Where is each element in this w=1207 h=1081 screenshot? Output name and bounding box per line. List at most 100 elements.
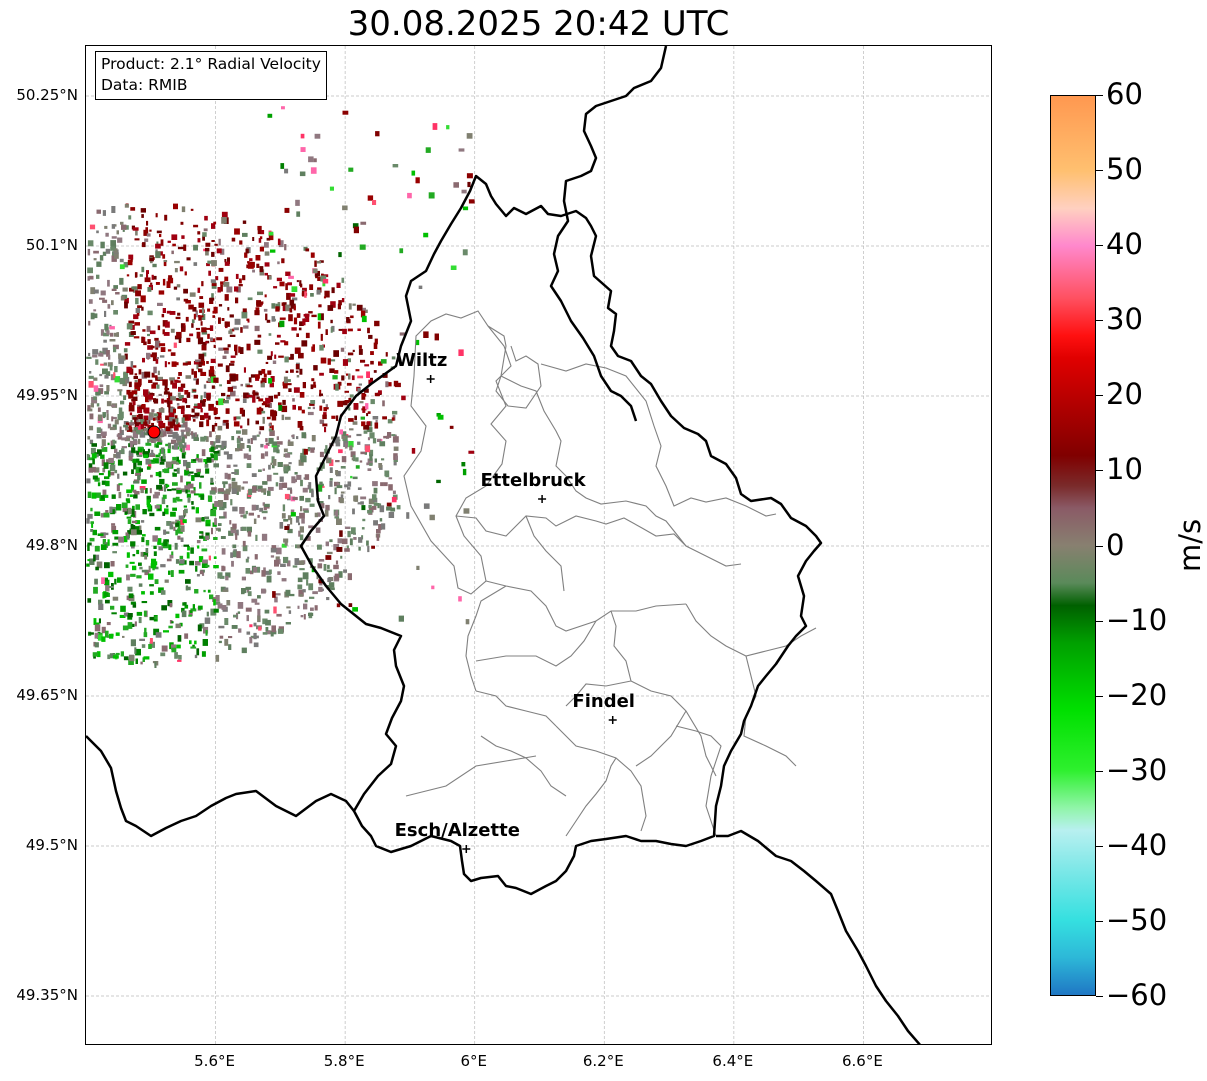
radar-echo-cell — [335, 383, 339, 391]
radar-echo-cell — [276, 449, 280, 454]
city-marker[interactable] — [426, 375, 435, 383]
radar-echo-cell — [119, 378, 125, 385]
radar-echo-cell — [167, 489, 172, 492]
radar-echo-cell — [253, 635, 259, 639]
radar-echo-cell — [104, 225, 108, 229]
radar-echo-cell — [273, 445, 279, 453]
radar-echo-cell — [273, 472, 279, 475]
radar-echo-cell — [114, 376, 121, 383]
radar-echo-cell — [210, 509, 217, 517]
radar-echo-cell — [158, 408, 165, 413]
radar-echo-cell — [346, 382, 352, 386]
radar-echo-cell — [252, 269, 255, 273]
radar-echo-cell — [318, 579, 324, 584]
radar-echo-cell — [254, 339, 261, 345]
radar-echo-cell — [181, 326, 186, 332]
radar-echo-cell — [268, 333, 272, 336]
radar-echo-cell — [233, 327, 239, 331]
radar-echo-cell — [308, 156, 314, 163]
radar-echo-cell — [152, 535, 158, 542]
radar-echo-cell — [194, 432, 197, 437]
radar-echo-cell — [87, 405, 91, 410]
radar-echo-cell — [336, 482, 340, 487]
radar-echo-cell — [291, 434, 295, 438]
radar-echo-cell — [242, 275, 246, 281]
radar-echo-cell — [257, 291, 263, 296]
city-marker[interactable] — [608, 716, 617, 724]
radar-echo-cell — [347, 358, 351, 363]
radar-echo-cell — [167, 448, 171, 454]
radar-echo-cell — [131, 365, 137, 368]
radar-echo-cell — [203, 391, 207, 398]
radar-echo-cell — [87, 542, 92, 546]
radar-echo-cell — [189, 292, 196, 297]
radar-echo-cell — [172, 431, 178, 439]
radar-echo-cell — [266, 319, 271, 323]
radar-echo-cell — [372, 416, 379, 420]
radar-echo-cell — [169, 522, 173, 528]
radar-echo-cell — [388, 477, 393, 480]
radar-echo-cell — [224, 400, 229, 404]
colorbar — [1050, 95, 1096, 996]
radar-echo-cell — [192, 307, 197, 312]
radar-echo-cell — [201, 330, 208, 335]
radar-echo-cell — [170, 407, 175, 414]
radar-echo-cell — [160, 440, 163, 443]
radar-echo-cell — [221, 548, 226, 555]
radar-echo-cell — [104, 391, 109, 395]
radar-echo-cell — [171, 644, 177, 650]
radar-echo-cell — [185, 444, 190, 451]
radar-echo-cell — [411, 448, 416, 454]
radar-echo-cell — [108, 586, 114, 588]
radar-echo-cell — [208, 415, 211, 420]
district-boundary — [743, 655, 797, 767]
radar-echo-cell — [103, 592, 109, 597]
lat-tick-label: 49.35°N — [16, 986, 78, 1004]
radar-echo-cell — [161, 645, 168, 652]
radar-echo-cell — [176, 297, 180, 301]
radar-echo-cell — [141, 242, 144, 247]
radar-echo-cell — [171, 621, 174, 624]
radar-echo-cell — [130, 484, 135, 492]
radar-echo-cell — [366, 427, 373, 433]
radar-echo-cell — [461, 462, 466, 467]
radar-echo-cell — [348, 397, 352, 403]
radar-echo-cell — [359, 401, 364, 404]
radar-echo-cell — [177, 246, 184, 250]
radar-echo-cell — [221, 392, 226, 397]
radar-echo-cell — [387, 419, 393, 424]
radar-echo-cell — [123, 395, 127, 400]
radar-echo-cell — [257, 229, 261, 235]
radar-echo-cell — [91, 397, 98, 404]
radar-echo-cell — [163, 332, 170, 336]
radar-echo-cell — [319, 503, 325, 509]
radar-echo-cell — [249, 624, 253, 628]
radar-echo-cell — [143, 632, 148, 638]
radar-echo-cell — [291, 327, 297, 331]
radar-echo-cell — [297, 584, 303, 590]
radar-echo-cell — [247, 262, 254, 269]
radar-echo-cell — [247, 556, 250, 559]
radar-echo-cell — [195, 565, 198, 572]
radar-echo-cell — [253, 518, 257, 524]
map-area[interactable] — [85, 45, 992, 1045]
radar-echo-cell — [176, 456, 179, 462]
national-borders — [86, 46, 921, 1044]
radar-echo-cell — [329, 478, 333, 481]
radar-echo-cell — [284, 341, 289, 346]
radar-echo-cell — [127, 519, 132, 524]
radar-echo-cell — [284, 356, 289, 363]
radar-map[interactable] — [86, 46, 992, 1045]
radar-echo-cell — [218, 238, 221, 246]
radar-echo-cell — [292, 478, 297, 483]
radar-echo-cell — [236, 551, 241, 559]
radar-echo-cell — [178, 372, 182, 376]
city-marker[interactable] — [538, 495, 547, 503]
radar-echo-cell — [207, 377, 212, 383]
radar-echo-cell — [141, 479, 147, 484]
city-marker[interactable] — [462, 845, 471, 853]
radar-echo-cell — [230, 390, 236, 397]
radar-site-marker[interactable] — [147, 425, 161, 439]
radar-echo-cell — [132, 417, 138, 420]
radar-echo-cell — [247, 418, 250, 426]
